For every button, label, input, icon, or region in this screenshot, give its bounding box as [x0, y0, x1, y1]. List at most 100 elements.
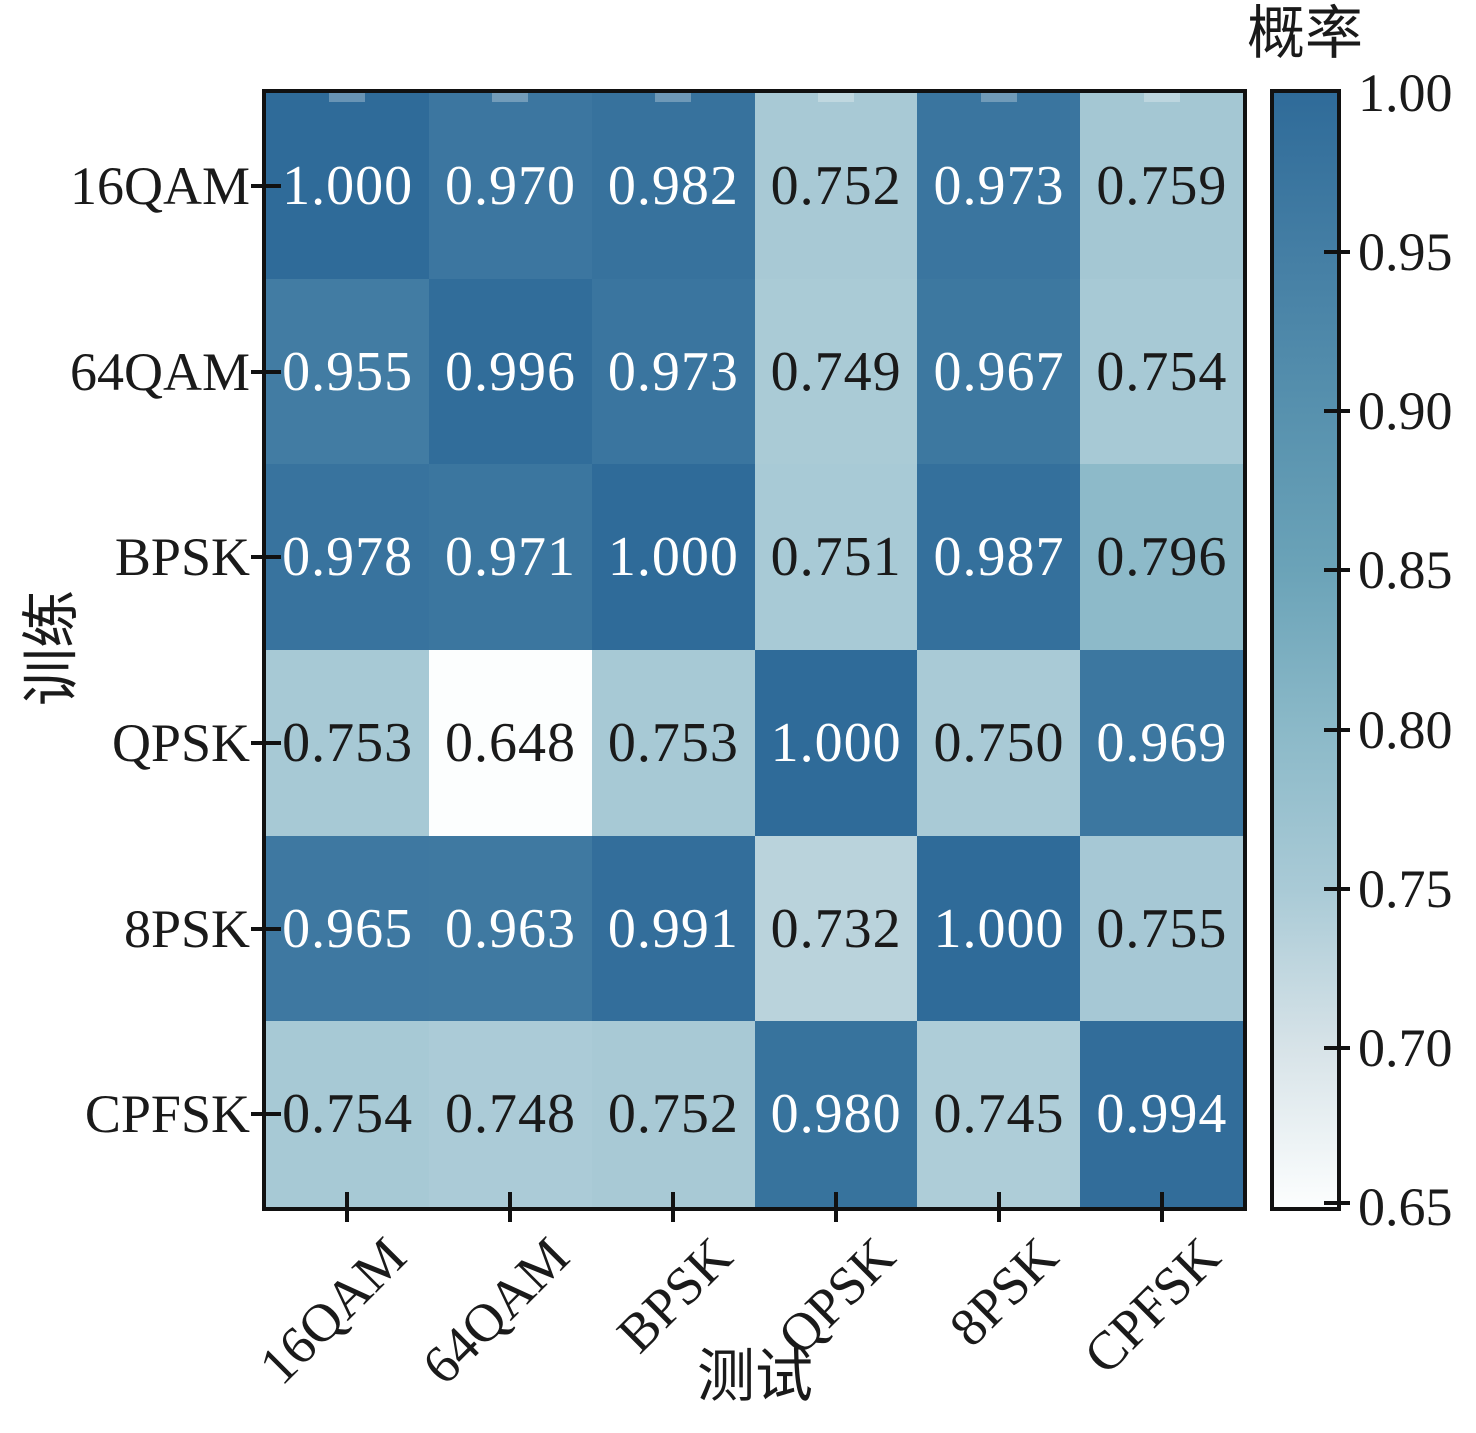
heatmap-cell: 0.978 [266, 464, 430, 651]
cell-value: 0.752 [607, 1083, 739, 1146]
x-top-tick [980, 93, 1017, 102]
cell-value: 1.000 [770, 712, 902, 775]
x-top-tick [329, 93, 366, 102]
colorbar-title: 概率 [1246, 1, 1363, 66]
heatmap-cell: 0.753 [266, 650, 430, 837]
cell-value: 0.750 [933, 712, 1065, 775]
colorbar-tick [1324, 1201, 1350, 1205]
heatmap-cell: 0.754 [1080, 278, 1244, 465]
cell-value: 0.955 [282, 340, 414, 403]
colorbar-tick-label: 0.65 [1358, 1177, 1453, 1237]
heatmap-cell: 1.000 [591, 464, 755, 651]
cell-value: 0.994 [1096, 1083, 1228, 1146]
cell-value: 0.970 [444, 155, 576, 218]
cell-value: 0.751 [770, 526, 902, 589]
cell-value: 0.971 [444, 526, 576, 589]
heatmap-cell: 0.752 [591, 1021, 755, 1208]
x-tick [508, 1192, 513, 1222]
y-tick [251, 1112, 281, 1117]
colorbar-tick-label: 0.80 [1358, 699, 1453, 760]
cell-value: 0.980 [770, 1083, 902, 1146]
x-top-tick [817, 93, 854, 102]
heatmap-cell: 0.991 [591, 835, 755, 1022]
cell-value: 0.648 [444, 712, 576, 775]
x-tick [671, 1192, 676, 1222]
heatmap-cell: 0.759 [1080, 93, 1244, 280]
y-tick-label: 8PSK [123, 898, 250, 959]
cell-value: 0.753 [282, 712, 414, 775]
heatmap-cell: 0.996 [428, 278, 593, 465]
heatmap-plot: 1.000 0.970 0.982 0.752 0.973 0.759 0.955 0.996… [262, 89, 1247, 1211]
heatmap-cell: 0.987 [917, 464, 1081, 651]
cell-value: 1.000 [933, 897, 1065, 960]
y-tick-label: 16QAM [69, 155, 250, 216]
colorbar-tick-label: 0.95 [1358, 222, 1453, 283]
cell-value: 0.967 [933, 340, 1065, 403]
x-tick [345, 1192, 350, 1222]
heatmap-cell: 0.755 [1080, 835, 1244, 1022]
cell-value: 0.996 [444, 340, 576, 403]
heatmap-cell: 0.965 [266, 835, 430, 1022]
cell-value: 0.753 [607, 712, 739, 775]
heatmap-cell: 0.982 [591, 93, 755, 280]
y-tick [251, 183, 281, 188]
colorbar-tick [1324, 727, 1350, 732]
heatmap-cell: 0.750 [917, 650, 1081, 837]
x-tick [833, 1192, 838, 1222]
heatmap-cell: 1.000 [754, 650, 918, 837]
heatmap-cell: 0.955 [266, 278, 430, 465]
colorbar-tick [1324, 250, 1350, 255]
heatmap-cell: 0.796 [1080, 464, 1244, 651]
cell-value: 0.748 [444, 1083, 576, 1146]
cell-value: 0.732 [770, 897, 902, 960]
heatmap-cell: 0.648 [428, 650, 593, 837]
y-tick [251, 369, 281, 374]
heatmap-cell: 0.994 [1080, 1021, 1244, 1208]
heatmap-cell: 0.973 [917, 93, 1081, 280]
cell-value: 0.754 [1096, 340, 1228, 403]
heatmap-cell: 0.745 [917, 1021, 1081, 1208]
y-tick [251, 926, 281, 931]
cell-value: 0.982 [607, 155, 739, 218]
cell-value: 0.991 [607, 897, 739, 960]
heatmap-cell: 0.751 [754, 464, 918, 651]
colorbar-tick-label: 0.90 [1358, 381, 1453, 442]
cell-value: 0.969 [1096, 712, 1228, 775]
colorbar-tick-label: 1.00 [1358, 63, 1453, 123]
colorbar [1270, 89, 1341, 1211]
cell-value: 0.973 [933, 155, 1065, 218]
x-top-tick [1143, 93, 1180, 102]
y-tick-label: QPSK [111, 712, 250, 773]
heatmap-cell: 0.748 [428, 1021, 593, 1208]
colorbar-tick [1324, 1045, 1350, 1050]
colorbar-tick [1324, 886, 1350, 891]
cell-value: 0.796 [1096, 526, 1228, 589]
heatmap-cell: 1.000 [266, 93, 430, 280]
x-axis-title: 测试 [696, 1344, 813, 1409]
cell-value: 0.963 [444, 897, 576, 960]
cell-value: 1.000 [607, 526, 739, 589]
x-tick [996, 1192, 1001, 1222]
y-tick-label: 64QAM [69, 341, 250, 402]
colorbar-gradient [1274, 93, 1337, 1207]
heatmap-cell: 0.969 [1080, 650, 1244, 837]
x-top-tick [492, 93, 529, 102]
cell-value: 0.755 [1096, 897, 1228, 960]
heatmap-cell: 0.963 [428, 835, 593, 1022]
y-tick-label: BPSK [114, 527, 250, 588]
cell-value: 0.987 [933, 526, 1065, 589]
heatmap-cell: 0.973 [591, 278, 755, 465]
heatmap-cell: 0.971 [428, 464, 593, 651]
x-top-tick [655, 93, 692, 102]
heatmap-cell: 0.980 [754, 1021, 918, 1208]
cell-value: 0.754 [282, 1083, 414, 1146]
cell-value: 0.965 [282, 897, 414, 960]
colorbar-tick-label: 0.85 [1358, 540, 1453, 601]
cell-value: 0.752 [770, 155, 902, 218]
x-tick-label: 8PSK [937, 1226, 1070, 1358]
cell-value: 0.759 [1096, 155, 1228, 218]
y-tick [251, 740, 281, 745]
heatmap-cell: 0.970 [428, 93, 593, 280]
heatmap-cell: 0.752 [754, 93, 918, 280]
